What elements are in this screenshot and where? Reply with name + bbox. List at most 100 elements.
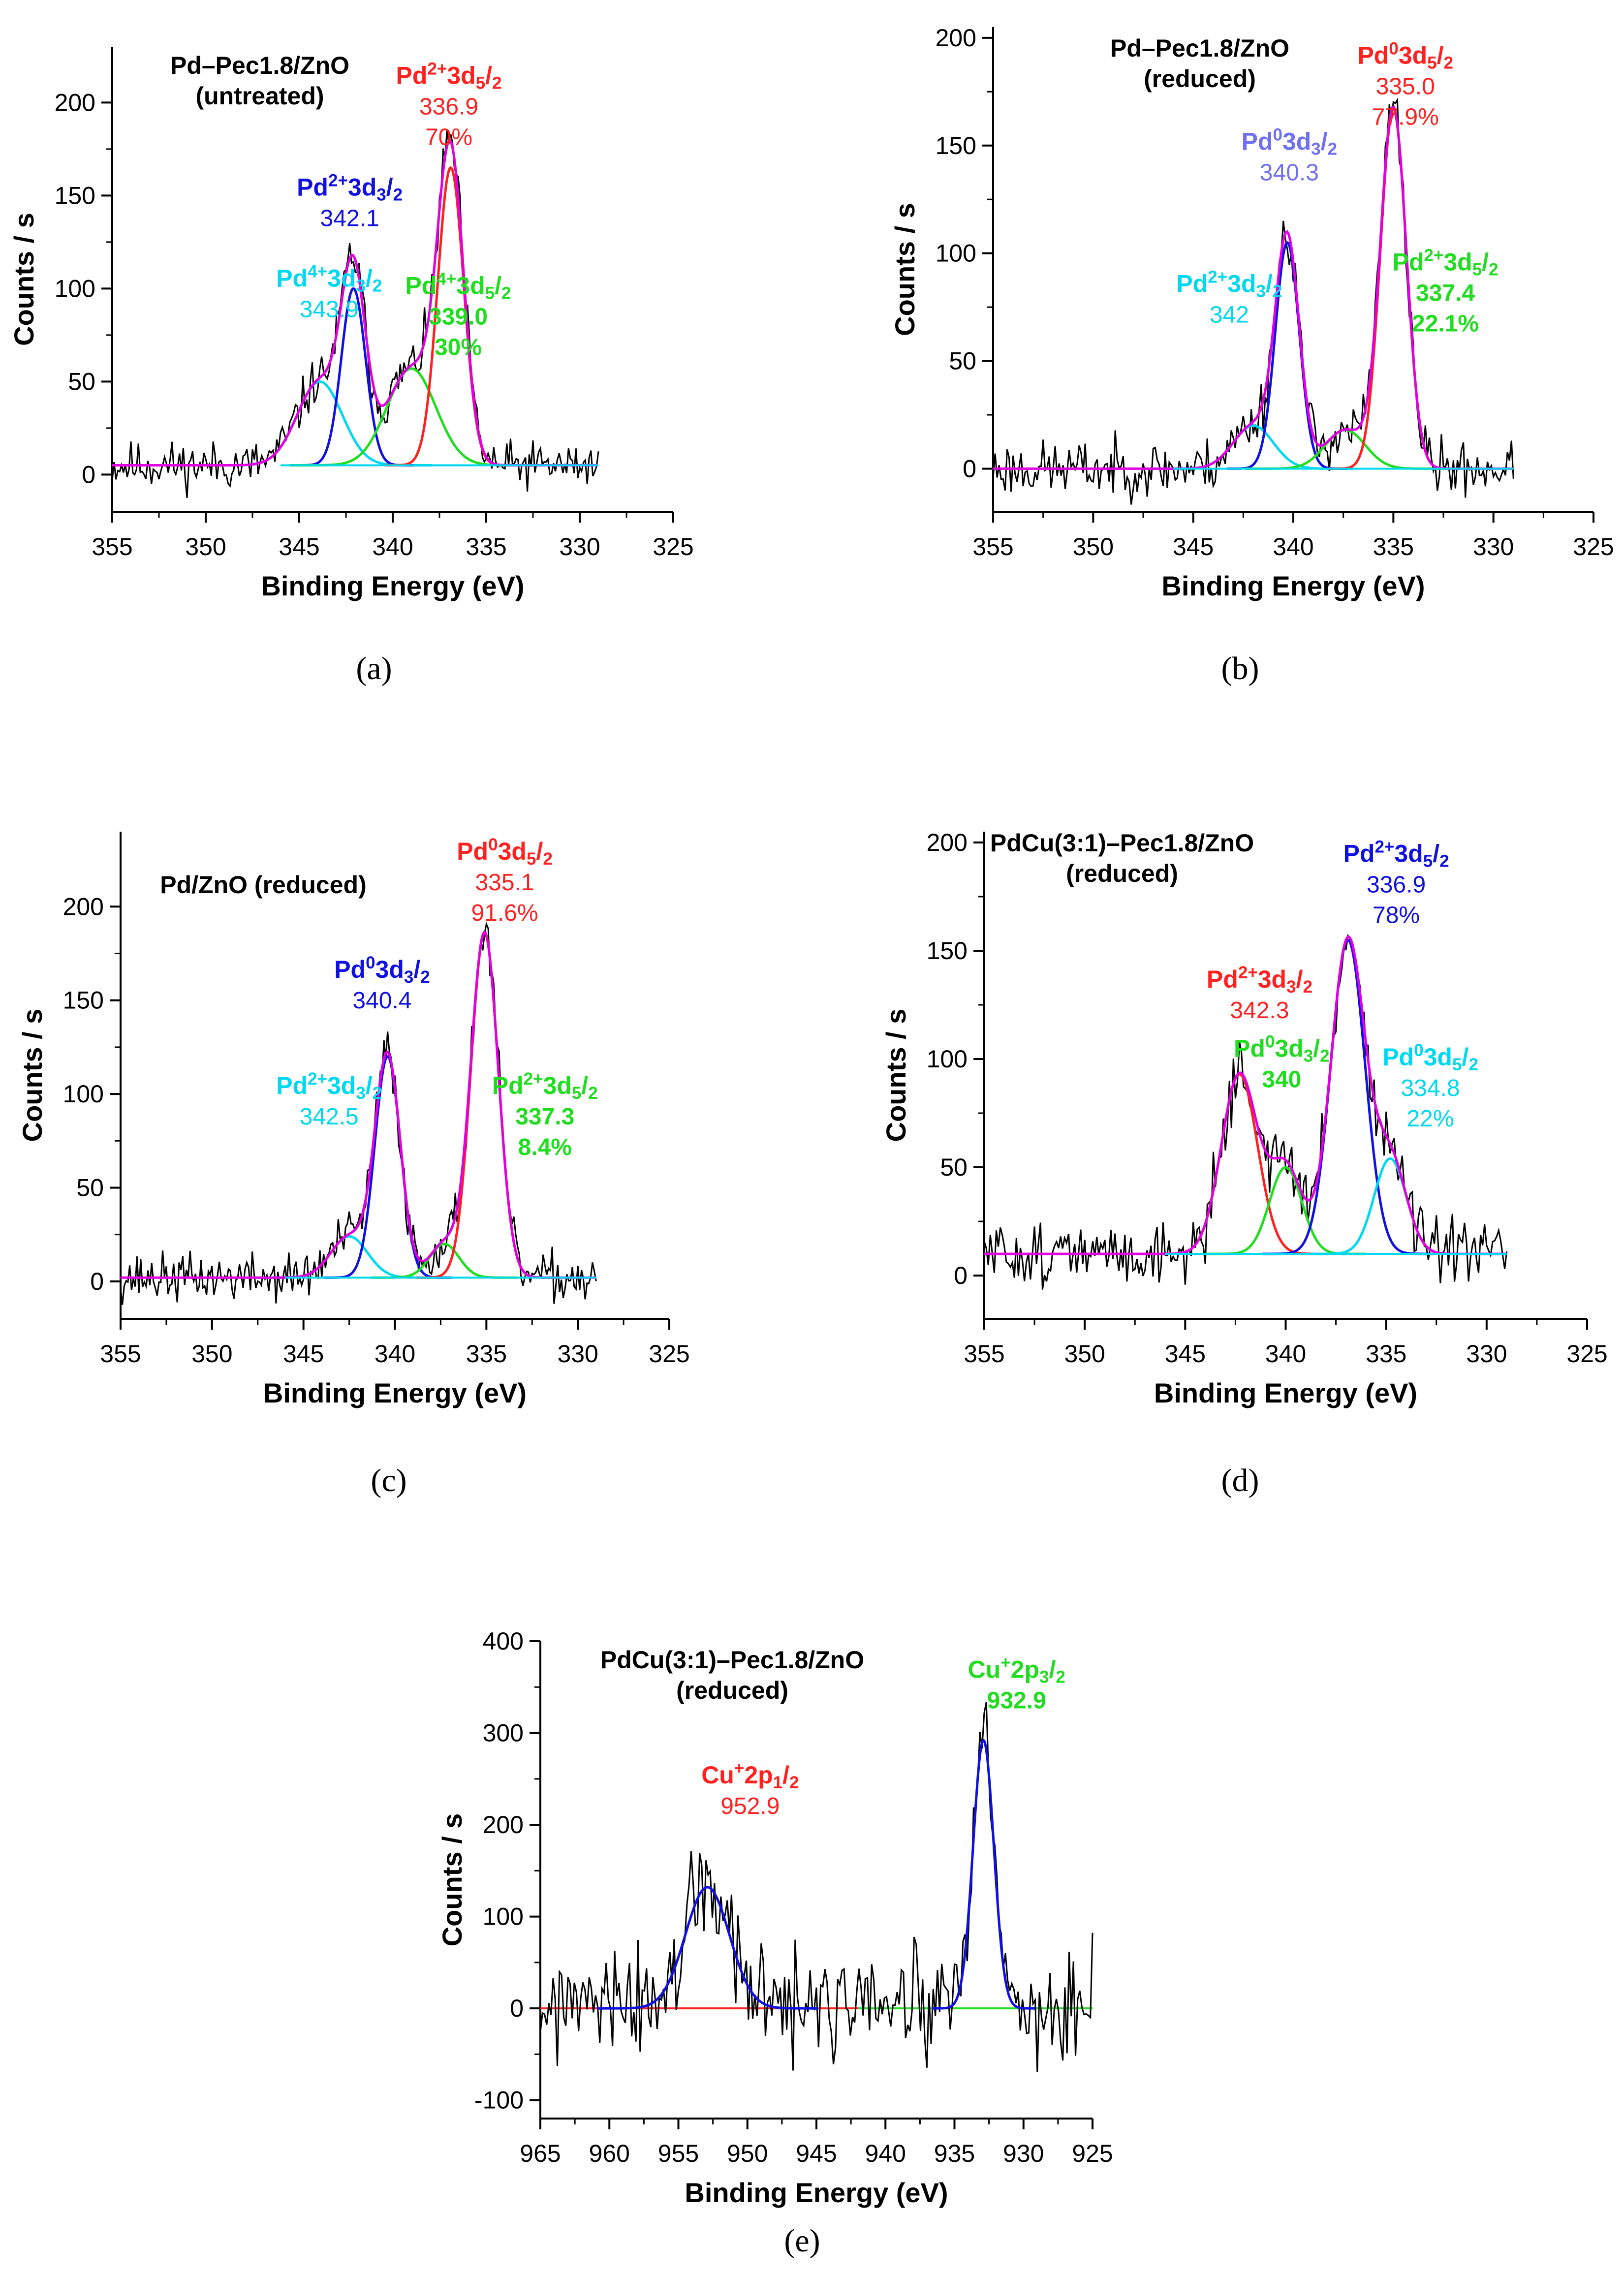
- label-part: +: [1000, 1653, 1010, 1673]
- fit-peak-blue: [1262, 938, 1434, 1255]
- label-part: /: [1049, 1656, 1056, 1684]
- label-part: /: [536, 838, 543, 865]
- x-tick-label: 325: [653, 533, 693, 561]
- x-axis-title: Binding Energy (eV): [263, 1377, 527, 1408]
- label-part: 3d: [447, 62, 475, 90]
- x-tick-label: 340: [375, 1340, 415, 1368]
- label-part: /: [1437, 41, 1444, 69]
- label-part: 2+: [328, 171, 348, 190]
- label-part: Pd: [1207, 966, 1238, 993]
- fit-peak-blue: [597, 1886, 818, 2010]
- label-part: 2: [588, 1084, 597, 1103]
- y-tick-label: 50: [76, 1174, 104, 1201]
- label-part: 2+: [1424, 246, 1443, 265]
- x-axis-title: Binding Energy (eV): [1161, 570, 1425, 601]
- y-tick-label: 100: [936, 240, 976, 267]
- label-part: Pd: [1176, 270, 1208, 297]
- label-part: 3: [1286, 977, 1296, 997]
- peak-label-name: Pd4+3d3/2: [276, 262, 382, 296]
- x-tick-label: 330: [1466, 1340, 1507, 1368]
- label-part: 0: [1389, 39, 1398, 58]
- label-part: /: [1296, 966, 1303, 993]
- label-part: 3d: [498, 838, 527, 865]
- y-tick-label: 0: [510, 1995, 524, 2022]
- y-tick-label: 50: [940, 1154, 968, 1181]
- peak-label-value: 336.9: [419, 94, 478, 120]
- y-tick-label: 150: [63, 987, 104, 1014]
- fit-peak-green: [1245, 429, 1446, 470]
- label-part: 2: [420, 967, 430, 987]
- label-part: 0: [1265, 1032, 1275, 1052]
- y-tick-label: 150: [936, 132, 976, 159]
- raw-data-line: [983, 934, 1508, 1290]
- peak-label-name: Cu+2p3/2: [968, 1653, 1065, 1687]
- x-tick-label: 355: [964, 1340, 1004, 1368]
- x-tick-label: 330: [1473, 533, 1514, 561]
- y-tick-label: 100: [63, 1080, 104, 1108]
- y-tick-label: 0: [82, 461, 95, 488]
- label-part: 3d: [456, 272, 485, 300]
- label-part: Pd: [396, 62, 427, 90]
- label-part: Pd: [405, 272, 437, 300]
- fit-peak-blue: [932, 1739, 1035, 2010]
- label-part: 2: [1328, 140, 1337, 159]
- label-part: /: [581, 1072, 588, 1099]
- label-part: 4+: [437, 270, 456, 289]
- peak-label-name: Pd2+3d5/2: [492, 1069, 598, 1103]
- peak-label-name: Pd03d5/2: [457, 835, 553, 869]
- label-part: 3: [404, 967, 413, 987]
- y-tick-label: 100: [483, 1903, 524, 1931]
- peak-label-value: 339.0: [429, 304, 488, 330]
- peak-label-value: 342.3: [1230, 998, 1289, 1024]
- peak-label-name: Pd2+3d5/2: [1393, 246, 1499, 280]
- y-tick-label: 300: [483, 1719, 524, 1747]
- label-part: 1: [773, 1773, 782, 1792]
- label-part: Pd: [276, 1072, 308, 1099]
- y-tick-label: 200: [55, 89, 95, 116]
- label-part: 5: [572, 1084, 581, 1103]
- peak-label-value: 335.0: [1376, 73, 1435, 99]
- label-part: Pd: [1242, 128, 1273, 156]
- x-tick-label: 335: [1366, 1340, 1406, 1368]
- label-part: 2: [373, 277, 382, 296]
- peak-label-value: 22.1%: [1412, 311, 1479, 337]
- label-part: 2+: [524, 1069, 543, 1089]
- label-part: 5: [1452, 1055, 1462, 1074]
- x-tick-label: 350: [1073, 533, 1114, 561]
- chart-panel-b: 355 350 345 340 335 330 325050100150200Binding…: [889, 24, 1614, 686]
- label-part: 3: [376, 185, 386, 204]
- peak-label-name: Pd03d3/2: [334, 953, 430, 987]
- y-tick-label: -100: [474, 2087, 524, 2114]
- x-tick-label: 350: [185, 533, 226, 561]
- label-part: 3d: [1424, 1043, 1452, 1071]
- label-part: 2p: [744, 1761, 773, 1789]
- panel-caption: (e): [784, 2223, 820, 2259]
- label-part: 0: [1273, 125, 1282, 145]
- x-tick-label: 325: [1573, 533, 1614, 561]
- label-part: 2: [543, 849, 552, 869]
- y-axis-title: Counts / s: [17, 1009, 48, 1142]
- label-part: 2: [1056, 1668, 1065, 1687]
- label-part: Pd: [1234, 1035, 1265, 1062]
- label-part: /: [495, 272, 501, 300]
- x-axis-title: Binding Energy (eV): [1154, 1377, 1417, 1408]
- chart-subtitle: (untreated): [195, 82, 324, 110]
- x-tick-label: 355: [972, 533, 1013, 561]
- peak-label-value: 337.3: [515, 1104, 574, 1130]
- x-tick-label: 940: [865, 2140, 906, 2167]
- label-part: 5: [476, 74, 485, 93]
- x-axis-title: Binding Energy (eV): [261, 570, 524, 601]
- x-tick-label: 350: [191, 1340, 232, 1368]
- x-tick-label: 955: [658, 2140, 699, 2167]
- label-part: 3d: [1227, 270, 1256, 297]
- peak-label-value: 342.1: [320, 205, 379, 231]
- label-part: 2+: [1238, 963, 1258, 982]
- chart-title: Pd/ZnO (reduced): [160, 871, 366, 899]
- peak-label-value: 932.9: [987, 1688, 1046, 1714]
- peak-label-value: 342.5: [300, 1104, 359, 1130]
- x-tick-label: 325: [649, 1340, 689, 1368]
- raw-data-line: [111, 130, 599, 498]
- label-part: 3: [1039, 1668, 1049, 1687]
- chart-panel-d: 355 350 345 340 335 330 325050100150200Binding…: [880, 829, 1608, 1498]
- label-part: /: [1482, 249, 1489, 276]
